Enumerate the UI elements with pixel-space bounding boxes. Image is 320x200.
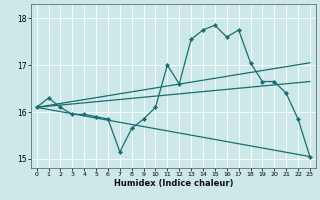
X-axis label: Humidex (Indice chaleur): Humidex (Indice chaleur) <box>114 179 233 188</box>
